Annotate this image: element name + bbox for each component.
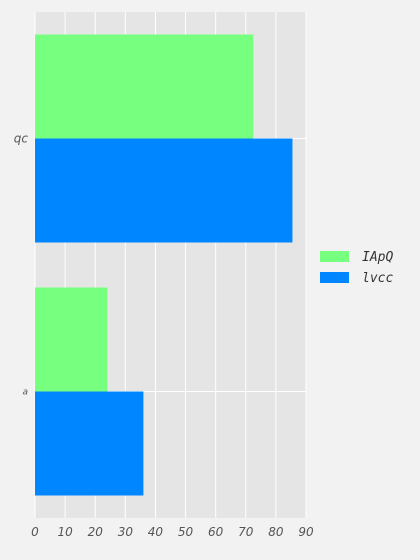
x-tick-label: 0 [31, 525, 39, 539]
x-tick-label: 20 [88, 525, 104, 539]
bar-lvcc-qc [35, 138, 293, 243]
bar-IApQ-a [35, 287, 108, 392]
x-tick-label: 30 [118, 525, 134, 539]
legend-item: IApQ [320, 250, 393, 265]
x-tick-label: 70 [238, 525, 254, 539]
legend-item: lvcc [320, 271, 393, 286]
legend-swatch [320, 272, 349, 283]
legend-label: IApQ [362, 250, 393, 265]
x-tick-label: 60 [208, 525, 224, 539]
y-tick-label: a [22, 388, 28, 398]
x-axis-tick-labels: 0 10 20 30 40 50 60 70 80 90 [31, 525, 314, 539]
x-tick-label: 80 [268, 525, 284, 539]
y-tick-label: qc [14, 132, 29, 146]
x-tick-label: 40 [148, 525, 164, 539]
bar-lvcc-a [35, 391, 144, 496]
legend: IApQ lvcc [320, 250, 393, 286]
bars [35, 34, 293, 496]
x-tick-label: 50 [178, 525, 194, 539]
x-tick-label: 10 [57, 525, 73, 539]
legend-swatch [320, 251, 349, 262]
bar-IApQ-qc [35, 34, 254, 139]
y-axis-tick-labels: qc a [14, 132, 29, 398]
x-tick-label: 90 [298, 525, 314, 539]
legend-label: lvcc [362, 271, 393, 286]
